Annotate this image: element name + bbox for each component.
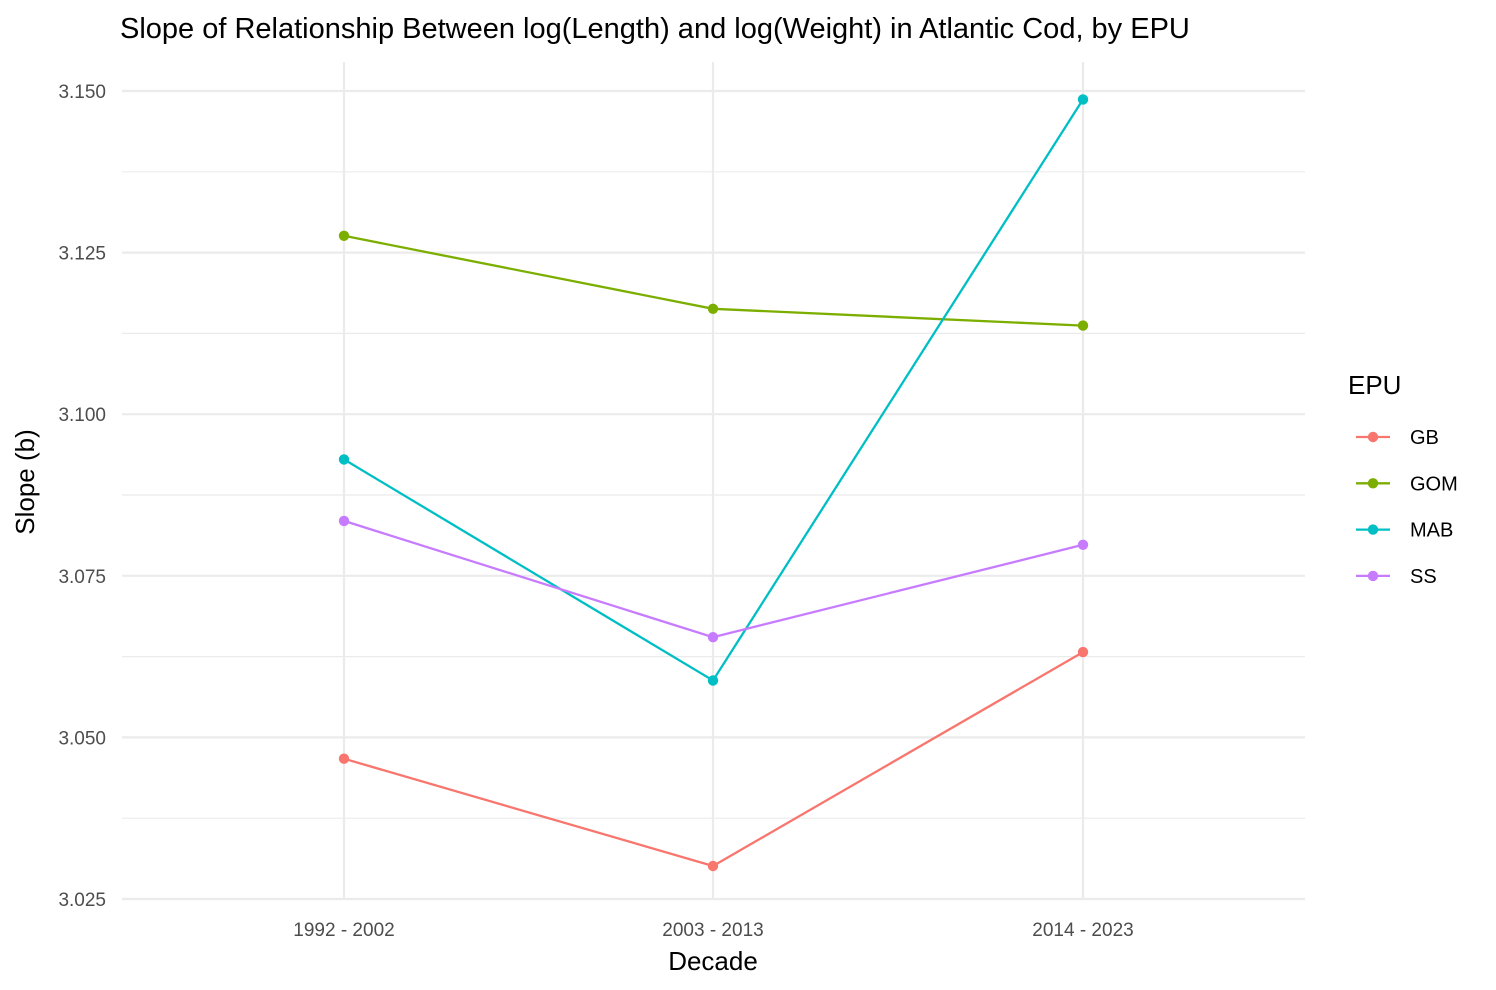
data-point — [1077, 94, 1089, 105]
legend-key-point — [1367, 524, 1379, 535]
data-point — [338, 515, 350, 527]
legend-label: GOM — [1410, 473, 1458, 495]
legend-key-point — [1367, 570, 1379, 582]
data-point — [707, 303, 719, 314]
series-group — [338, 94, 1089, 872]
data-point — [338, 230, 350, 241]
y-axis-title: Slope (b) — [10, 429, 40, 535]
y-tick-label: 3.025 — [58, 890, 106, 911]
x-tick-label: 1992 - 2002 — [293, 920, 394, 941]
y-tick-label: 3.075 — [58, 567, 106, 588]
data-point — [1077, 646, 1089, 658]
data-point — [1077, 320, 1089, 331]
legend-label: SS — [1410, 566, 1437, 588]
legend-item-mab: MAB — [1356, 520, 1453, 542]
legend-item-ss: SS — [1356, 566, 1437, 588]
data-point — [707, 860, 719, 872]
series-mab — [338, 94, 1089, 686]
data-point — [707, 632, 719, 643]
x-tick-label: 2003 - 2013 — [662, 920, 763, 941]
y-axis-ticks: 3.025 3.050 3.075 3.100 3.125 3.150 — [58, 82, 106, 911]
series-ss — [338, 515, 1089, 643]
legend-key-point — [1367, 478, 1379, 489]
legend: EPU GB GOM MAB SS — [1348, 370, 1458, 588]
y-tick-label: 3.100 — [58, 405, 106, 426]
data-point — [707, 675, 719, 686]
legend-item-gom: GOM — [1356, 473, 1458, 495]
legend-item-gb: GB — [1356, 427, 1439, 449]
x-tick-label: 2014 - 2023 — [1032, 920, 1133, 941]
gridlines — [122, 62, 1305, 901]
legend-title: EPU — [1348, 370, 1401, 400]
chart-title: Slope of Relationship Between log(Length… — [120, 13, 1190, 45]
legend-key-point — [1367, 431, 1379, 443]
y-tick-label: 3.150 — [58, 82, 106, 103]
y-tick-label: 3.050 — [58, 728, 106, 749]
data-point — [338, 753, 350, 764]
x-axis-ticks: 1992 - 2002 2003 - 2013 2014 - 2023 — [293, 920, 1133, 941]
series-gb — [338, 646, 1089, 872]
data-point — [1077, 539, 1089, 550]
x-axis-title: Decade — [668, 946, 758, 976]
legend-label: GB — [1410, 427, 1439, 449]
data-point — [338, 454, 350, 465]
y-tick-label: 3.125 — [58, 244, 106, 265]
series-gom — [338, 230, 1089, 331]
legend-label: MAB — [1410, 520, 1453, 542]
legend-items: GB GOM MAB SS — [1356, 427, 1458, 588]
